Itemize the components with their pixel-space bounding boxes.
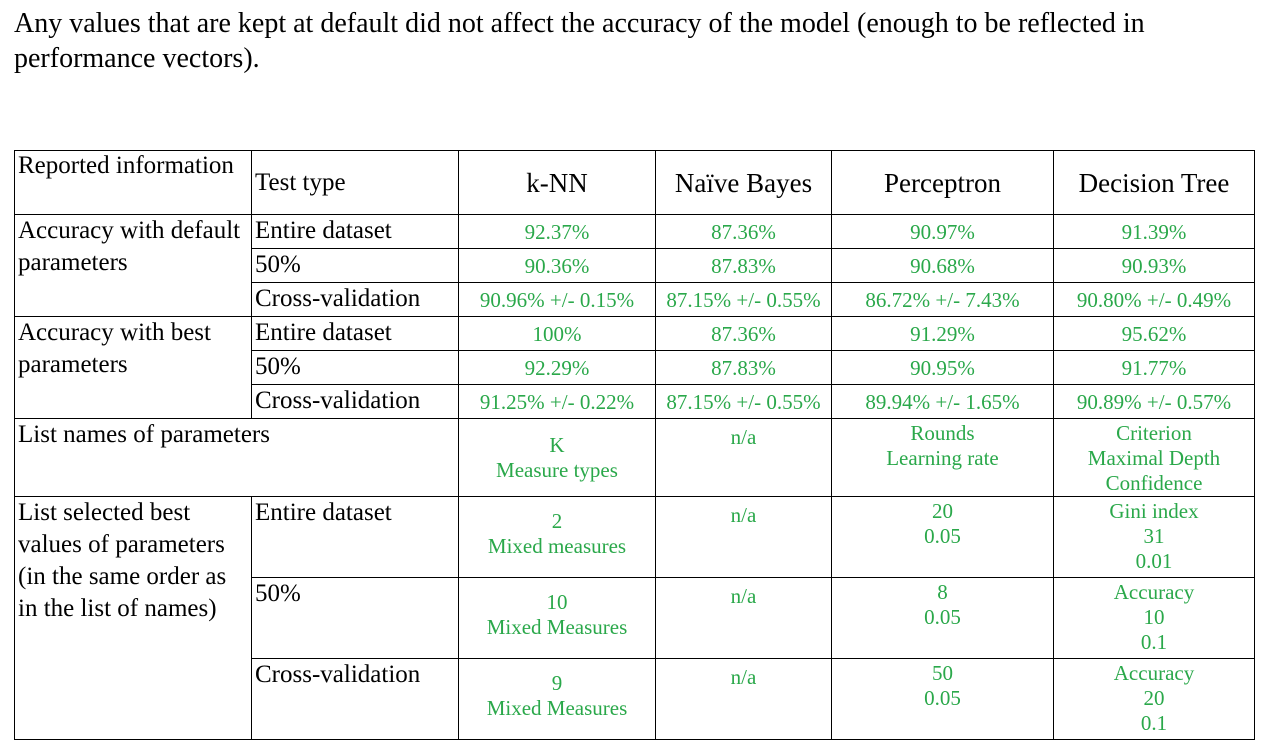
- param-value: 0.05: [924, 524, 961, 548]
- param-value: 9: [551, 671, 563, 695]
- value-cell: 90.68%: [831, 248, 1054, 283]
- value-cell: 9 Mixed Measures: [458, 658, 656, 740]
- param-name: Rounds: [910, 421, 975, 445]
- value-cell: n/a: [655, 496, 832, 578]
- value-cell: 95.62%: [1053, 316, 1255, 351]
- param-value: 20: [1143, 686, 1165, 710]
- value-cell: 92.29%: [458, 350, 656, 385]
- test-type-cell: Cross-validation: [251, 384, 459, 419]
- param-value: 0.05: [924, 686, 961, 710]
- value-cell: 50 0.05: [831, 658, 1054, 740]
- test-type-cell: Entire dataset: [251, 214, 459, 249]
- header-reported-information: Reported information: [14, 150, 252, 215]
- param-value: Mixed Measures: [486, 696, 628, 720]
- value-cell: Accuracy 10 0.1: [1053, 577, 1255, 659]
- param-name: Maximal Depth: [1087, 446, 1221, 470]
- table-row: Accuracy with default parameters Entire …: [14, 214, 1255, 317]
- group-label-best: Accuracy with best parameters: [14, 316, 252, 419]
- value-cell: 87.83%: [655, 248, 832, 283]
- header-decision-tree: Decision Tree: [1053, 150, 1255, 215]
- value-cell: Criterion Maximal Depth Confidence: [1053, 418, 1255, 497]
- value-cell: n/a: [655, 577, 832, 659]
- param-value: Mixed measures: [487, 534, 627, 558]
- group-label-default: Accuracy with default parameters: [14, 214, 252, 317]
- value-cell: 91.25% +/- 0.22%: [458, 384, 656, 419]
- test-type-cell: 50%: [251, 577, 459, 659]
- param-value: 8: [937, 580, 948, 604]
- table-row: Cross-validation 9 Mixed Measures n/a 50…: [15, 658, 1255, 740]
- table-row: 50% 10 Mixed Measures n/a 8 0.05 Accurac…: [15, 577, 1255, 659]
- param-value: Accuracy: [1113, 580, 1195, 604]
- test-type-cell: Entire dataset: [251, 316, 459, 351]
- value-cell: 86.72% +/- 7.43%: [831, 282, 1054, 317]
- param-value: 0.01: [1135, 549, 1173, 573]
- param-value: 31: [1143, 524, 1165, 548]
- value-cell: n/a: [655, 418, 832, 497]
- param-name: Confidence: [1105, 471, 1203, 495]
- value-cell: n/a: [655, 658, 832, 740]
- value-cell: 90.93%: [1053, 248, 1255, 283]
- value-cell: 2 Mixed measures: [458, 496, 656, 578]
- param-value: 20: [932, 499, 953, 523]
- value-cell: 91.29%: [831, 316, 1054, 351]
- param-value: Accuracy: [1113, 661, 1195, 685]
- value-cell: 20 0.05: [831, 496, 1054, 578]
- param-value: 0.1: [1140, 711, 1168, 735]
- value-cell: 90.97%: [831, 214, 1054, 249]
- value-cell: 90.80% +/- 0.49%: [1053, 282, 1255, 317]
- value-cell: 89.94% +/- 1.65%: [831, 384, 1054, 419]
- value-cell: 87.15% +/- 0.55%: [655, 384, 832, 419]
- value-cell: K Measure types: [458, 418, 656, 497]
- value-cell: 91.39%: [1053, 214, 1255, 249]
- param-value: 2: [551, 509, 563, 533]
- param-value: 0.1: [1140, 630, 1168, 654]
- param-value: Mixed Measures: [486, 615, 628, 639]
- param-value: 10: [546, 590, 568, 614]
- value-cell: Accuracy 20 0.1: [1053, 658, 1255, 740]
- value-cell: 87.36%: [655, 316, 832, 351]
- header-row: Reported information Test type k-NN Naïv…: [14, 150, 1255, 215]
- value-cell: 87.36%: [655, 214, 832, 249]
- test-type-cell: Cross-validation: [251, 658, 459, 740]
- value-cell: 87.15% +/- 0.55%: [655, 282, 832, 317]
- test-type-cell: Cross-validation: [251, 282, 459, 317]
- best-values-label: List selected best values of parameters …: [14, 496, 252, 740]
- value-cell: 91.77%: [1053, 350, 1255, 385]
- param-name: Measure types: [496, 457, 618, 482]
- value-cell: Rounds Learning rate: [831, 418, 1054, 497]
- header-knn: k-NN: [458, 150, 656, 215]
- value-cell: 90.95%: [831, 350, 1054, 385]
- param-names-label: List names of parameters: [14, 418, 459, 497]
- header-naive-bayes: Naïve Bayes: [655, 150, 832, 215]
- param-name: Learning rate: [886, 446, 999, 470]
- value-cell: 10 Mixed Measures: [458, 577, 656, 659]
- value-cell: Gini index 31 0.01: [1053, 496, 1255, 578]
- value-cell: 87.83%: [655, 350, 832, 385]
- table-row: 50% 92.29% 87.83% 90.95% 91.77%: [15, 350, 1255, 385]
- value-cell: 8 0.05: [831, 577, 1054, 659]
- param-value: 50: [932, 661, 953, 685]
- test-type-cell: Entire dataset: [251, 496, 459, 578]
- table-row: List selected best values of parameters …: [14, 496, 1255, 740]
- table-row: List names of parameters K Measure types…: [14, 418, 1255, 497]
- results-table: Reported information Test type k-NN Naïv…: [14, 150, 1255, 740]
- header-test-type: Test type: [251, 150, 459, 215]
- value-cell: 90.96% +/- 0.15%: [458, 282, 656, 317]
- test-type-cell: 50%: [251, 248, 459, 283]
- param-value: 10: [1143, 605, 1165, 629]
- intro-paragraph: Any values that are kept at default did …: [14, 8, 1145, 74]
- test-type-cell: 50%: [251, 350, 459, 385]
- param-name: Criterion: [1116, 421, 1192, 445]
- table-row: Accuracy with best parameters Entire dat…: [14, 316, 1255, 419]
- table-row: Cross-validation 91.25% +/- 0.22% 87.15%…: [15, 384, 1255, 419]
- value-cell: 100%: [458, 316, 656, 351]
- value-cell: 90.36%: [458, 248, 656, 283]
- value-cell: 90.89% +/- 0.57%: [1053, 384, 1255, 419]
- param-value: 0.05: [924, 605, 961, 629]
- param-value: Gini index: [1109, 499, 1199, 523]
- header-perceptron: Perceptron: [831, 150, 1054, 215]
- value-cell: 92.37%: [458, 214, 656, 249]
- param-name: K: [549, 432, 565, 457]
